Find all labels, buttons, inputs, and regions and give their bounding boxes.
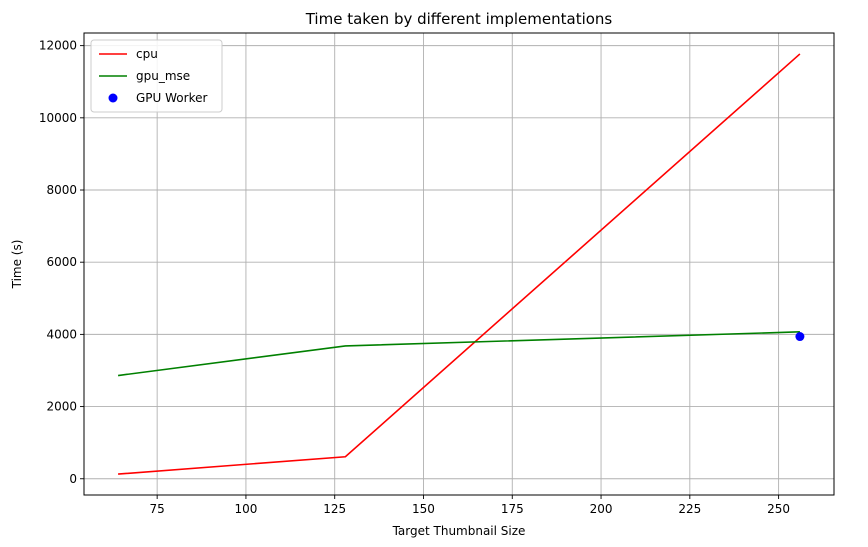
y-axis-label: Time (s)	[10, 240, 24, 290]
chart-title: Time taken by different implementations	[305, 10, 613, 28]
legend-swatch-gpu-worker	[108, 93, 118, 103]
legend-frame	[90, 39, 223, 113]
x-tick-label: 175	[501, 502, 524, 516]
y-tick-label: 4000	[46, 327, 77, 341]
x-tick-label: 150	[412, 502, 435, 516]
y-tick-label: 6000	[46, 255, 77, 269]
scatter-point-gpu-worker	[795, 332, 805, 342]
legend: cpu gpu_mse GPU Worker	[90, 39, 223, 113]
plot-series	[117, 53, 805, 475]
y-tick-label: 8000	[46, 183, 77, 197]
x-axis-label: Target Thumbnail Size	[392, 524, 526, 538]
legend-label-cpu: cpu	[136, 47, 158, 61]
x-tick-label: 200	[590, 502, 613, 516]
y-tick-label: 0	[69, 472, 77, 486]
series-line-cpu	[118, 53, 801, 475]
axis-ticks: 75 100 125 150 175 200 225 250 0 2000 4000 6000 8000…	[39, 39, 790, 516]
x-tick-label: 225	[678, 502, 701, 516]
x-tick-label: 250	[767, 502, 790, 516]
x-tick-label: 125	[323, 502, 346, 516]
legend-label-gpu-worker: GPU Worker	[136, 91, 207, 105]
y-tick-label: 2000	[46, 400, 77, 414]
plot-frame	[83, 32, 835, 496]
x-tick-label: 75	[150, 502, 165, 516]
x-tick-label: 100	[234, 502, 257, 516]
y-tick-label: 12000	[39, 39, 77, 53]
series-line-gpu-mse	[117, 331, 800, 377]
legend-label-gpu-mse: gpu_mse	[136, 69, 190, 83]
y-tick-label: 10000	[39, 111, 77, 125]
